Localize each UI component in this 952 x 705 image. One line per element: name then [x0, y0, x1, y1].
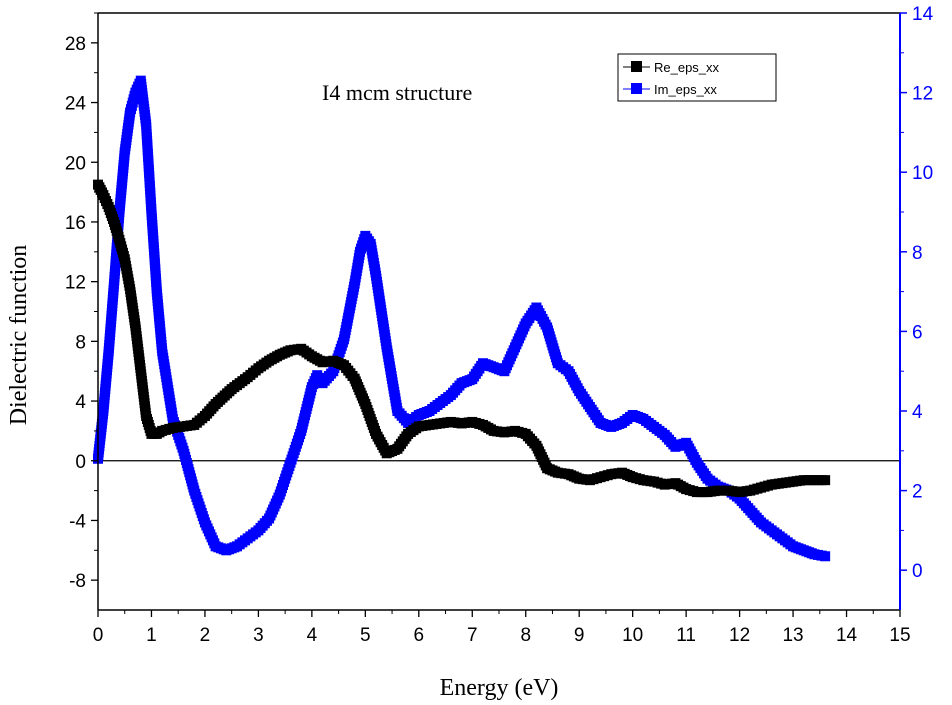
y-left-tick-label: 28 — [65, 34, 86, 55]
legend-im-marker — [631, 83, 642, 94]
y-left-tick-label: 8 — [75, 332, 86, 353]
legend-re-label: Re_eps_xx — [654, 60, 720, 75]
y-axis-title: Dielectric function — [6, 245, 32, 426]
y-right-tick-label: 4 — [912, 402, 923, 423]
legend-box — [617, 53, 777, 102]
re-eps-xx-marker — [820, 475, 831, 486]
x-ticks: 0 1 2 3 4 5 6 7 8 9 10 11 12 13 14 15 — [93, 610, 911, 646]
x-tick-label: 13 — [782, 625, 803, 646]
y-right-ticks: 0 2 4 6 8 10 12 14 — [900, 4, 934, 582]
y-left-tick-label: 20 — [65, 153, 86, 174]
y-left-tick-label: -4 — [69, 511, 86, 532]
y-left-tick-label: 16 — [65, 213, 86, 234]
x-tick-label: 12 — [729, 625, 750, 646]
x-tick-label: 11 — [676, 625, 696, 646]
legend-re-marker — [631, 61, 642, 72]
x-axis-title: Energy (eV) — [440, 675, 559, 701]
x-tick-label: 10 — [622, 625, 643, 646]
y-left-tick-label: 12 — [65, 273, 86, 294]
structure-annotation: I4 mcm structure — [322, 80, 472, 105]
y-right-tick-label: 0 — [912, 561, 923, 582]
y-right-tick-label: 6 — [912, 322, 923, 343]
x-tick-label: 8 — [520, 625, 531, 646]
x-tick-label: 7 — [467, 625, 478, 646]
x-tick-label: 14 — [836, 625, 858, 646]
plot-area — [98, 13, 900, 610]
im-eps-xx-series — [93, 75, 831, 562]
legend: Re_eps_xx Im_eps_xx — [617, 53, 777, 102]
y-right-tick-label: 2 — [912, 482, 923, 503]
y-right-tick-label: 10 — [912, 163, 933, 184]
y-left-tick-label: 0 — [75, 452, 86, 473]
x-tick-label: 0 — [93, 625, 104, 646]
y-right-tick-label: 12 — [912, 84, 933, 105]
x-tick-label: 5 — [360, 625, 371, 646]
x-tick-label: 2 — [200, 625, 211, 646]
legend-im-label: Im_eps_xx — [654, 82, 717, 97]
y-right-tick-label: 14 — [912, 4, 934, 25]
x-tick-label: 15 — [889, 625, 910, 646]
y-right-tick-label: 8 — [912, 243, 923, 264]
y-left-tick-label: 4 — [75, 392, 86, 413]
x-tick-label: 1 — [146, 625, 157, 646]
x-tick-label: 4 — [307, 625, 318, 646]
re-eps-xx-series — [93, 179, 831, 498]
y-left-ticks: -8 -4 0 4 8 12 16 20 24 28 — [65, 12, 98, 592]
x-tick-label: 9 — [574, 625, 585, 646]
im-eps-xx-marker — [820, 551, 831, 562]
y-left-tick-label: -8 — [69, 571, 86, 592]
y-left-tick-label: 24 — [65, 94, 87, 115]
x-tick-label: 3 — [253, 625, 264, 646]
x-tick-label: 6 — [414, 625, 425, 646]
